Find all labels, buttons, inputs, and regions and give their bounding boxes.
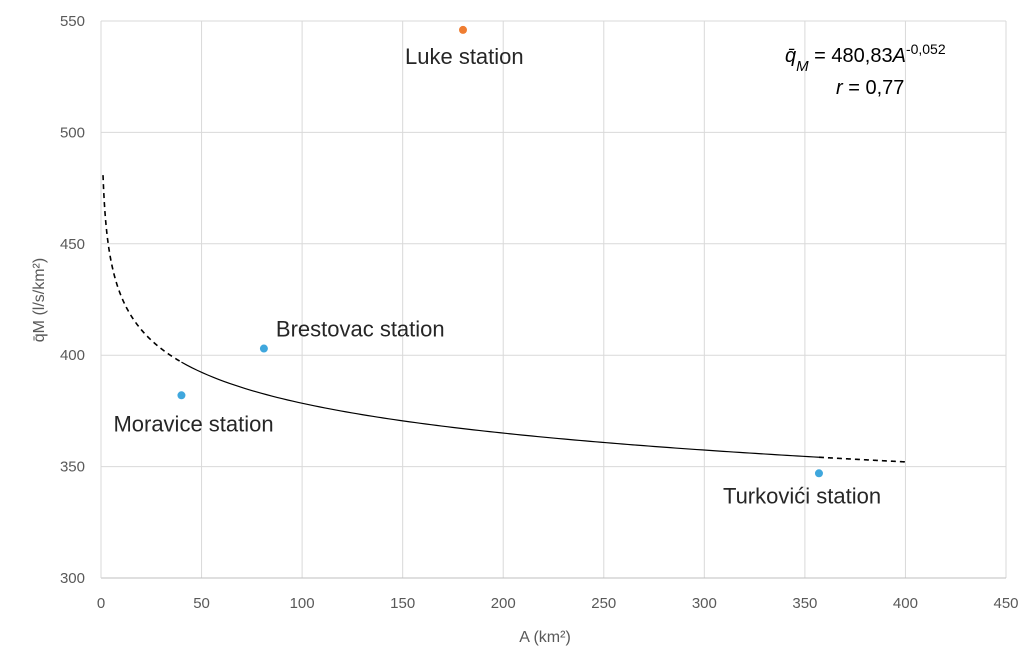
equation-annotation: q̄M = 480,83A-0,052 r = 0,77 — [785, 41, 946, 99]
point-layer — [177, 25, 823, 478]
correlation-variable: r — [836, 77, 844, 99]
data-point-brestovac-station — [259, 344, 268, 353]
fit-curve-extrapolated-2 — [818, 456, 906, 463]
y-tick-label-450: 450 — [60, 236, 85, 253]
equation-subscript: M — [796, 58, 809, 75]
point-label-luke-station: Luke station — [405, 44, 524, 69]
y-axis-title: q̄M (l/s/km²) — [31, 258, 48, 342]
x-tick-label-400: 400 — [893, 595, 918, 612]
point-label-turkovi-i-station: Turkovići station — [723, 483, 881, 508]
x-axis-title: A (km²) — [519, 629, 571, 646]
equation-lhs: q̄ — [785, 45, 796, 67]
equation-variable: A — [892, 45, 906, 67]
point-label-moravice-station: Moravice station — [113, 411, 273, 436]
x-tick-label-300: 300 — [692, 595, 717, 612]
y-tick-label-500: 500 — [60, 124, 85, 141]
point-label-brestovac-station: Brestovac station — [276, 317, 445, 342]
data-point-luke-station — [459, 25, 467, 34]
curve-layer — [102, 175, 906, 463]
x-tick-label-150: 150 — [390, 595, 415, 612]
equation-text: q̄M = 480,83A-0,052 — [785, 41, 946, 75]
y-tick-label-400: 400 — [60, 347, 85, 364]
axis-layer: 0 50 100 150 200 250 300 350 400 450 300 350 400 450 5… — [60, 13, 1019, 612]
x-tick-label-250: 250 — [591, 595, 616, 612]
y-tick-label-350: 350 — [60, 459, 85, 476]
x-tick-label-450: 450 — [993, 595, 1018, 612]
fit-curve-extrapolated-1 — [102, 175, 182, 363]
label-layer: Moravice station Brestovac station Luke st… — [113, 44, 881, 508]
correlation-text: r = 0,77 — [836, 77, 904, 99]
equation-coefficient: = 480,83 — [809, 45, 893, 67]
data-point-turkovi-i-station — [814, 469, 823, 478]
x-tick-label-0: 0 — [97, 595, 105, 612]
data-point-moravice-station — [177, 391, 186, 400]
x-tick-label-200: 200 — [491, 595, 516, 612]
equation-exponent: -0,052 — [906, 41, 946, 57]
fit-curve — [181, 361, 820, 458]
x-tick-label-350: 350 — [792, 595, 817, 612]
grid-layer — [101, 20, 1007, 578]
correlation-value: = 0,77 — [843, 77, 905, 99]
y-tick-label-550: 550 — [60, 13, 85, 30]
x-tick-label-50: 50 — [193, 595, 210, 612]
x-tick-label-100: 100 — [290, 595, 315, 612]
y-tick-label-300: 300 — [60, 570, 85, 587]
